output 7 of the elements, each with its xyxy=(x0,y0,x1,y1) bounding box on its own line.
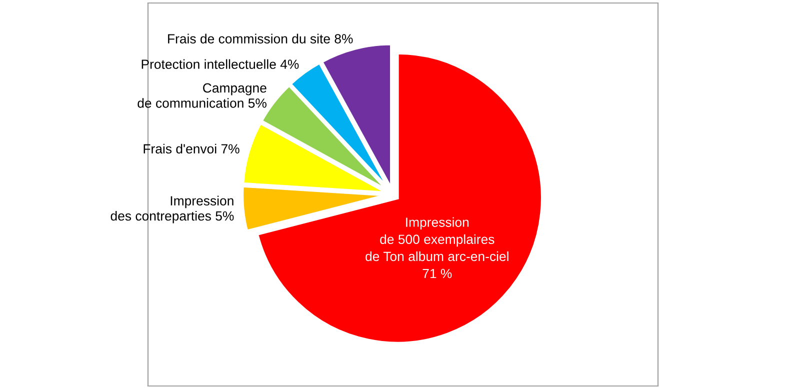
slice-label: Protection intellectuelle 4% xyxy=(142,59,299,69)
slice-label: Frais d'envoi 7% xyxy=(144,144,240,154)
slice-label: Impression de 500 exemplaires de Ton album arc-en-ciel xyxy=(366,217,508,262)
slice-label: Campagne de communication 5% xyxy=(138,83,266,108)
slice-label: Frais de commission du site 8% xyxy=(168,34,353,44)
data-label: 71 % xyxy=(422,268,452,278)
slice-label: Impression des contreparties 5% xyxy=(110,196,234,224)
